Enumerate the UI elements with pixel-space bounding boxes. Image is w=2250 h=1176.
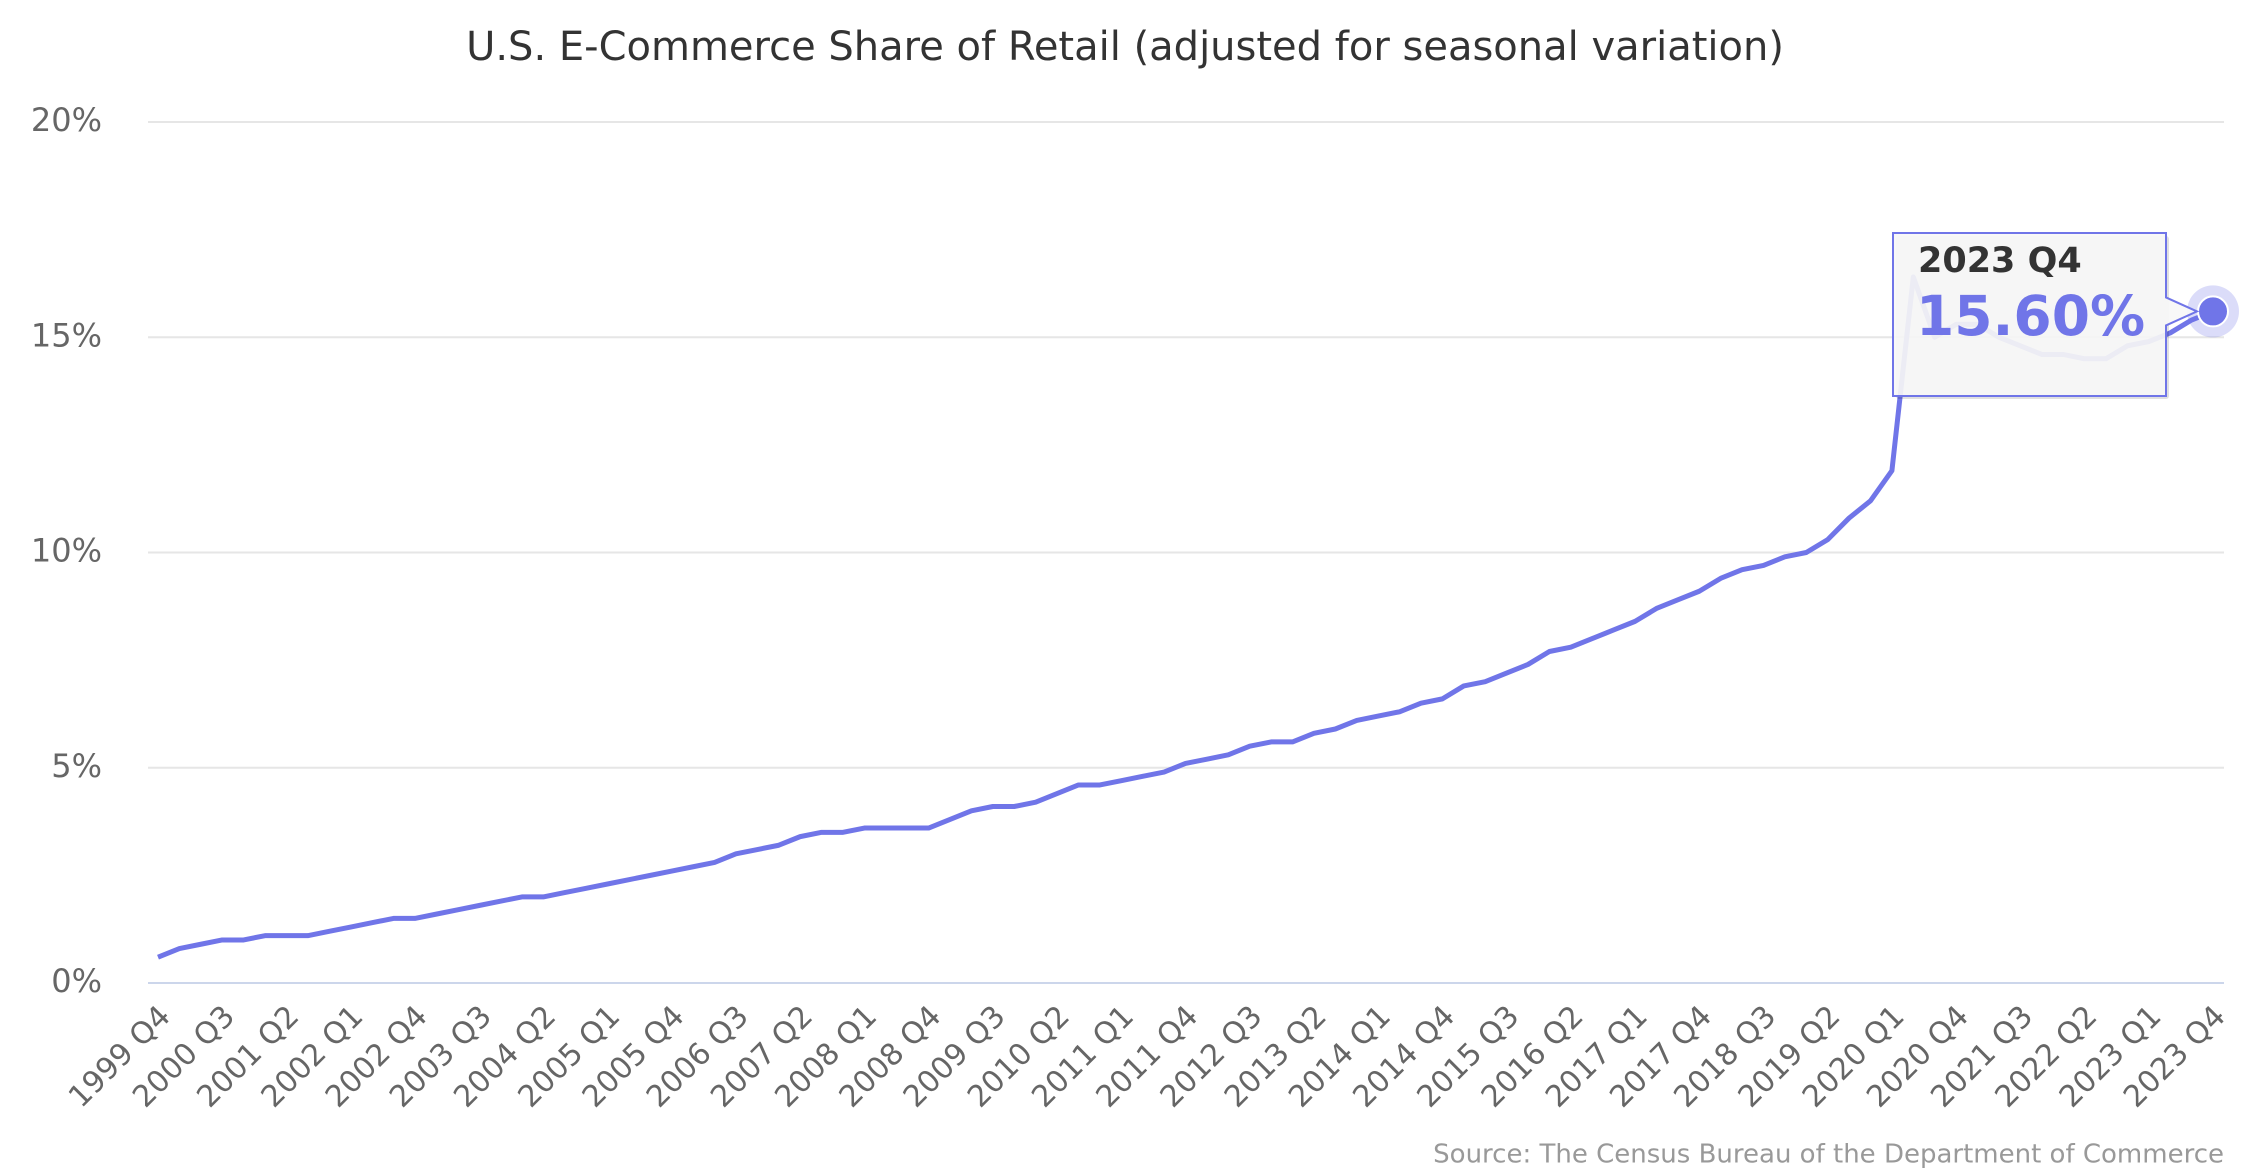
- tooltip-box: [1892, 232, 2200, 397]
- y-tick-label: 10%: [31, 532, 102, 570]
- last-point: [2197, 295, 2229, 328]
- y-tick-label: 15%: [31, 316, 102, 354]
- y-tick-label: 5%: [51, 747, 102, 785]
- chart-title: U.S. E-Commerce Share of Retail (adjuste…: [466, 24, 1784, 70]
- source: Source: The Census Bureau of the Departm…: [1433, 1140, 2224, 1170]
- tooltip-value: 15.60%: [1916, 284, 2145, 348]
- line: [157, 274, 2214, 960]
- y-tick-label: 0%: [51, 962, 102, 1000]
- y-tick-label: 20%: [31, 101, 102, 139]
- tooltip-category: 2023 Q4: [1918, 241, 2082, 281]
